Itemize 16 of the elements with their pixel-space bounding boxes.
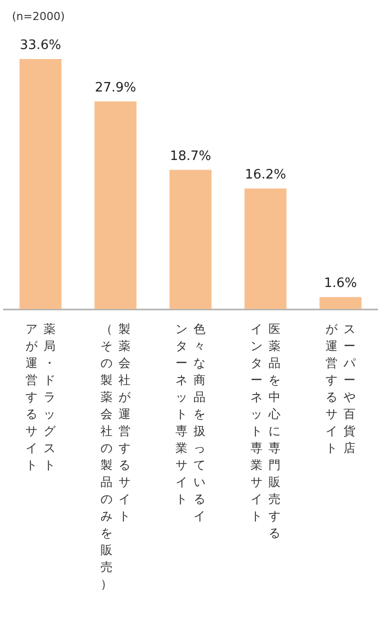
category-label: 色々な商品を扱っているインターネット専業サイト [176, 322, 206, 523]
bar [244, 188, 286, 309]
text: (n=2000) [12, 10, 65, 23]
data-label: 18.7% [170, 148, 212, 164]
bar [170, 170, 212, 309]
category-label: 医薬品を中心に専門販売するインターネット専業サイト [250, 322, 280, 540]
data-label: 16.2% [244, 167, 286, 182]
bar [20, 59, 62, 309]
category-label: 薬局・ドラッグストアが運営するサイト [26, 322, 56, 472]
bar [94, 101, 136, 309]
data-label: 1.6% [324, 276, 358, 292]
data-label: 33.6% [20, 38, 62, 53]
data-label: 27.9% [94, 80, 136, 96]
category-label: スーパーや百貨店が運営するサイト [326, 322, 356, 455]
category-label: 製薬会社が運営するサイト（その製薬会社の製品のみを販売） [100, 322, 130, 591]
bar [320, 297, 362, 309]
